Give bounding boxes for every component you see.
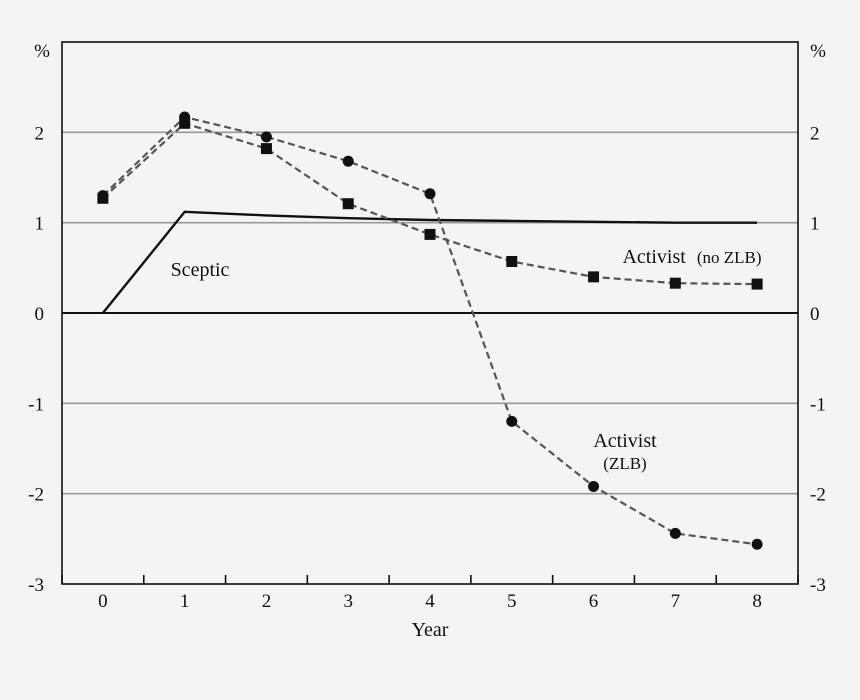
- y-tick-label-right: -3: [810, 575, 826, 596]
- series-sceptic: [101, 210, 758, 314]
- point-activist_zlb: [506, 415, 518, 427]
- y-tick-label-right: -1: [810, 394, 826, 415]
- point-activist_zlb: [751, 538, 763, 550]
- right-unit-label: %: [810, 41, 826, 62]
- series-line-activist_no_zlb: [102, 122, 758, 286]
- axis-labels: % % Year: [34, 41, 826, 641]
- x-tick-label: 8: [752, 591, 762, 612]
- y-tick-label-left: 0: [35, 304, 45, 325]
- point-activist_zlb: [588, 480, 600, 492]
- x-tick-label: 6: [589, 591, 599, 612]
- point-activist_zlb: [669, 527, 681, 539]
- series-activist_no_zlb: [97, 117, 763, 290]
- x-axis-title: Year: [412, 619, 449, 641]
- x-tick-label: 1: [180, 591, 190, 612]
- point-activist_no_zlb: [751, 278, 763, 290]
- point-activist_no_zlb: [97, 192, 109, 204]
- x-tick-label: 3: [343, 591, 353, 612]
- point-activist_zlb: [342, 155, 354, 167]
- series-activist_zlb: [97, 111, 763, 550]
- point-activist_no_zlb: [669, 277, 681, 289]
- sceptic-label: Sceptic: [171, 259, 230, 281]
- point-activist_no_zlb: [260, 143, 272, 155]
- y-tick-label-left: 1: [35, 214, 45, 235]
- activist-zlb-label-line1: Activist: [593, 430, 657, 452]
- y-tick-label-left: -3: [28, 575, 44, 596]
- y-tick-label-left: 2: [35, 123, 45, 144]
- point-activist_no_zlb: [179, 117, 191, 129]
- y-tick-label-right: -2: [810, 485, 826, 506]
- gridlines: [62, 131, 798, 495]
- y-tick-label-right: 1: [810, 214, 820, 235]
- activist-no-zlb-label-paren: (no ZLB): [697, 248, 762, 267]
- activist-no-zlb-label-main: Activist: [622, 246, 686, 268]
- left-unit-label: %: [34, 41, 50, 62]
- point-activist_no_zlb: [588, 271, 600, 283]
- axis-ticks: -3 -3 -2 -2 -1 -1 0 0 1 1 2 2 0 1 2 3 4 5 6 7 8: [28, 123, 826, 612]
- series-layer: [97, 111, 763, 550]
- series-line-activist_zlb: [102, 115, 758, 546]
- y-tick-label-right: 2: [810, 123, 820, 144]
- plot-border: [61, 41, 799, 585]
- x-tick-label: 7: [671, 591, 681, 612]
- y-tick-label-left: -1: [28, 394, 44, 415]
- activist-zlb-label-line2: (ZLB): [603, 454, 646, 473]
- point-activist_no_zlb: [506, 256, 518, 268]
- y-tick-label-right: 0: [810, 304, 820, 325]
- activist-no-zlb-label: Activist (no ZLB): [622, 246, 761, 268]
- point-activist_zlb: [424, 188, 436, 200]
- annotations: Sceptic Activist (no ZLB) Activist (ZLB): [171, 246, 762, 473]
- x-tick-label: 2: [262, 591, 272, 612]
- x-tick-label: 4: [425, 591, 435, 612]
- plot-frame: [61, 41, 799, 585]
- point-activist_no_zlb: [342, 198, 354, 210]
- y-tick-label-left: -2: [28, 485, 44, 506]
- x-tick-label: 0: [98, 591, 108, 612]
- series-line-sceptic: [101, 210, 758, 314]
- x-tick-label: 5: [507, 591, 517, 612]
- point-activist_no_zlb: [424, 228, 436, 240]
- point-activist_zlb: [260, 131, 272, 143]
